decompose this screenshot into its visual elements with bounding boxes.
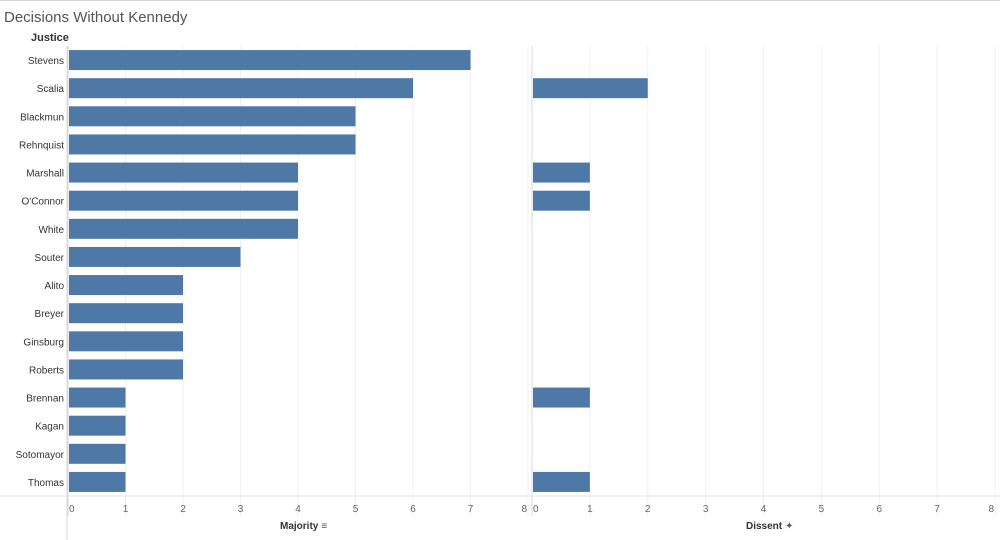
category-label: Blackmun: [20, 112, 64, 123]
category-label: White: [38, 225, 64, 236]
x-tick-label: 6: [876, 504, 882, 515]
bar-majority: [69, 359, 183, 380]
x-tick-label: 4: [295, 504, 301, 515]
bar-majority: [69, 415, 126, 436]
bar-majority: [69, 106, 356, 127]
x-tick-label: 4: [761, 504, 767, 515]
dissent-axis-label[interactable]: Dissent ✦: [746, 521, 794, 532]
bar-dissent: [533, 190, 590, 211]
bar-majority: [69, 275, 183, 296]
x-tick-label: 8: [988, 504, 994, 515]
bar-majority: [69, 78, 413, 99]
row-header-justice[interactable]: Justice: [31, 32, 69, 44]
x-tick-label: 5: [819, 504, 825, 515]
bar-dissent: [533, 162, 590, 183]
category-label: Scalia: [37, 84, 65, 95]
chart-title: Decisions Without Kennedy: [4, 9, 188, 26]
category-label: Kagan: [35, 422, 64, 433]
category-label: Ginsburg: [23, 337, 64, 348]
category-label: Sotomayor: [16, 450, 65, 461]
bar-majority: [69, 387, 126, 408]
bar-majority: [69, 218, 298, 239]
category-label: Souter: [35, 253, 65, 264]
x-tick-label: 2: [645, 504, 651, 515]
top-border: [0, 0, 1000, 1]
bar-majority: [69, 246, 241, 267]
bar-majority: [69, 134, 356, 155]
pin-icon[interactable]: ✦: [785, 521, 794, 532]
category-label: Brennan: [26, 394, 64, 405]
majority-axis-label[interactable]: Majority ≡: [280, 521, 327, 532]
dissent-axis-title: Dissent: [746, 521, 783, 532]
category-label: Rehnquist: [19, 140, 64, 151]
bar-majority: [69, 50, 471, 71]
bar-majority: [69, 471, 126, 492]
bar-majority: [69, 190, 298, 211]
x-tick-label: 3: [703, 504, 709, 515]
category-label: Alito: [45, 281, 65, 292]
x-tick-label: 1: [587, 504, 593, 515]
x-tick-label: 8: [521, 504, 527, 515]
bar-majority: [69, 162, 298, 183]
x-tick-label: 6: [410, 504, 416, 515]
category-label: Marshall: [26, 169, 64, 180]
bar-majority: [69, 331, 183, 352]
bar-dissent: [533, 78, 648, 99]
category-label: Stevens: [28, 56, 64, 67]
bar-majority: [69, 443, 126, 464]
sort-descending-icon[interactable]: ≡: [321, 521, 328, 532]
x-tick-label: 3: [238, 504, 244, 515]
category-label: Breyer: [35, 309, 65, 320]
bar-majority: [69, 303, 183, 324]
bar-dissent: [533, 471, 590, 492]
bar-dissent: [533, 387, 590, 408]
x-tick-label: 2: [180, 504, 186, 515]
x-tick-label: 0: [69, 504, 75, 515]
x-tick-label: 7: [934, 504, 940, 515]
x-tick-label: 0: [533, 504, 539, 515]
x-tick-label: 5: [353, 504, 359, 515]
category-label: O'Connor: [22, 197, 65, 208]
x-tick-label: 7: [468, 504, 474, 515]
majority-axis-title: Majority: [280, 521, 319, 532]
category-label: Thomas: [28, 478, 64, 489]
x-tick-label: 1: [123, 504, 129, 515]
category-label: Roberts: [29, 365, 64, 376]
